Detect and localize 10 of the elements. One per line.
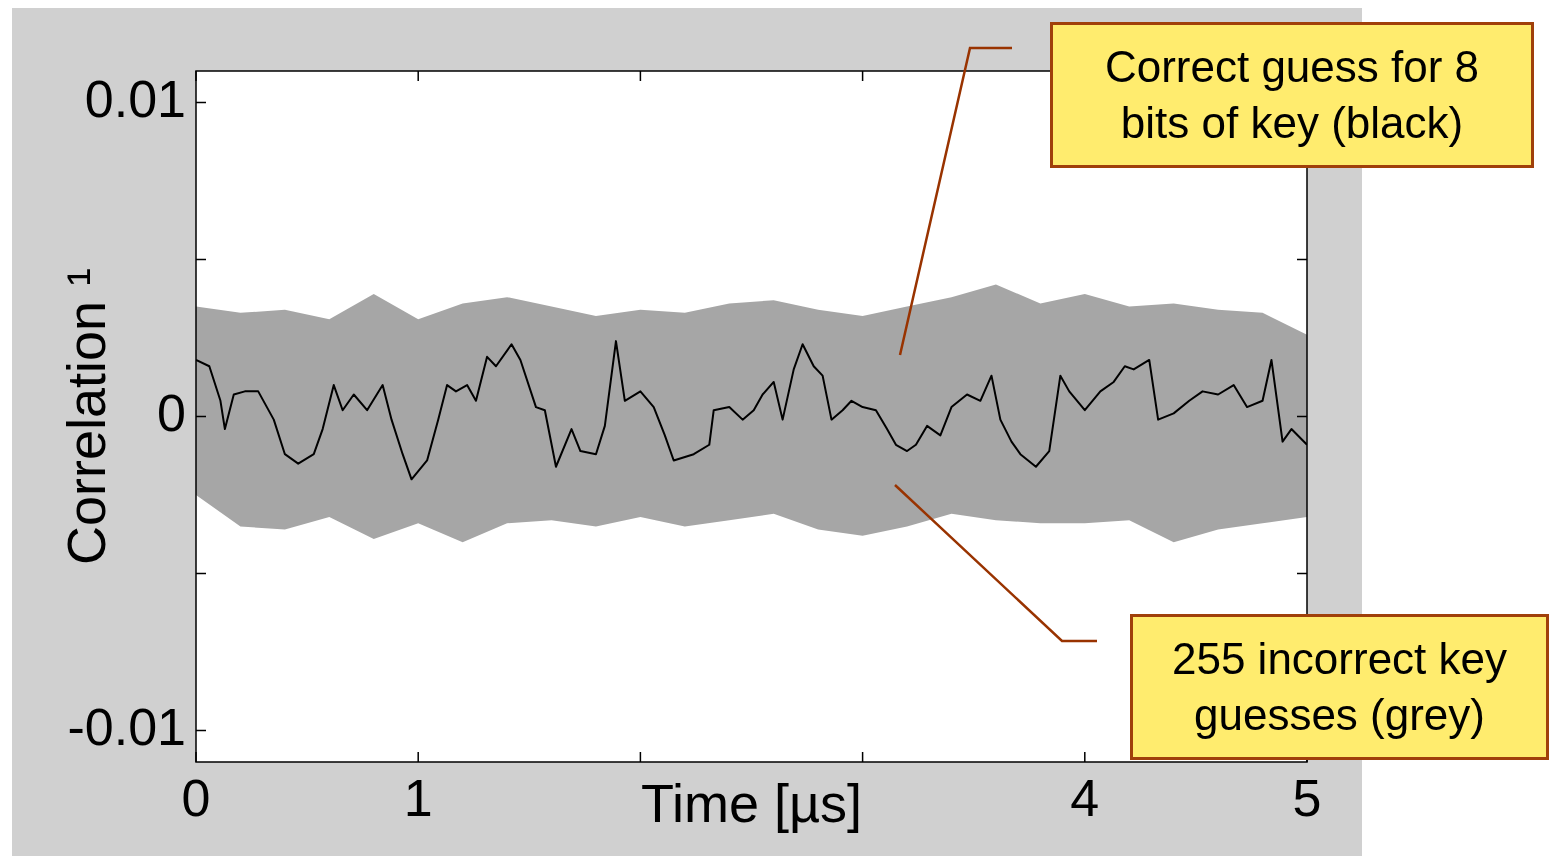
x-tick-label: 5 [1292,768,1322,827]
y-axis-title: Correlation ¹ [56,267,117,566]
y-tick-label: 0 [157,383,186,442]
annotation: Correct guess for 8 bits of key (black) [1050,22,1534,168]
annotation: 255 incorrect key guesses (grey) [1130,614,1549,760]
y-tick-label: -0.01 [67,697,186,756]
y-tick-label: 0.01 [84,69,186,128]
x-tick-label: 4 [1070,768,1100,827]
x-axis-title: Time [µs] [640,773,863,834]
x-tick-label: 1 [403,768,433,827]
